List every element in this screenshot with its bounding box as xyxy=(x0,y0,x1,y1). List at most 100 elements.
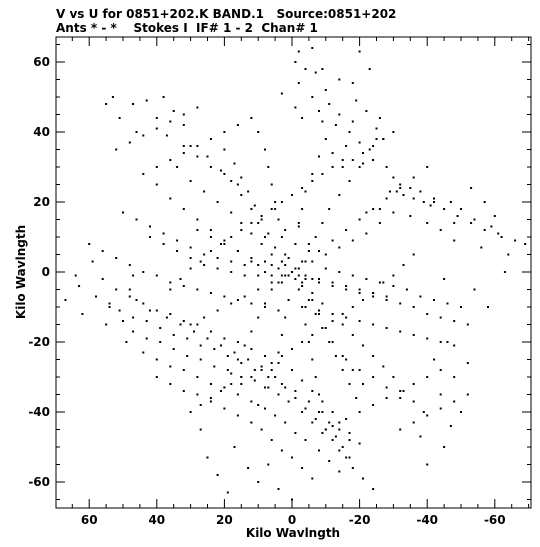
data-point xyxy=(328,103,331,105)
data-point xyxy=(314,71,317,74)
data-point xyxy=(372,323,375,326)
data-point xyxy=(186,337,189,340)
data-point xyxy=(355,99,358,102)
data-point xyxy=(419,190,422,193)
data-point xyxy=(328,460,331,462)
data-point xyxy=(321,120,324,123)
data-point xyxy=(155,274,158,277)
data-point xyxy=(280,355,283,357)
data-point xyxy=(220,344,222,347)
data-point xyxy=(351,120,354,123)
data-point xyxy=(470,222,473,224)
data-point xyxy=(351,306,354,308)
data-point xyxy=(362,299,364,301)
data-point xyxy=(362,477,364,480)
y-tick-label: 20 xyxy=(33,195,50,209)
data-point xyxy=(412,176,415,179)
data-point xyxy=(331,166,334,168)
data-point xyxy=(220,390,222,392)
data-point xyxy=(331,320,334,322)
data-point xyxy=(274,376,277,378)
data-point xyxy=(307,299,310,301)
data-point xyxy=(362,152,364,154)
data-point xyxy=(142,271,145,273)
data-point xyxy=(260,243,263,245)
data-point xyxy=(64,299,67,301)
data-point xyxy=(199,428,202,431)
data-point xyxy=(220,243,222,245)
data-point xyxy=(453,376,456,378)
data-point xyxy=(257,264,260,266)
data-point xyxy=(348,180,351,182)
data-point xyxy=(230,260,233,263)
data-point xyxy=(230,211,233,214)
data-point xyxy=(304,260,307,263)
data-point xyxy=(372,355,375,357)
data-point xyxy=(257,131,260,133)
data-point xyxy=(108,302,111,305)
data-point xyxy=(443,278,446,280)
data-point xyxy=(334,435,337,438)
tick-marks xyxy=(56,37,531,508)
data-point xyxy=(250,257,253,259)
data-point xyxy=(287,400,290,403)
data-point xyxy=(169,313,172,315)
data-point xyxy=(399,428,402,431)
data-point xyxy=(314,418,317,420)
data-point xyxy=(301,117,304,119)
data-point xyxy=(122,320,124,322)
data-point xyxy=(280,334,283,336)
data-point xyxy=(433,358,435,361)
data-point xyxy=(378,222,381,224)
data-point xyxy=(149,225,151,228)
data-point xyxy=(446,302,449,305)
x-tick-label: 60 xyxy=(81,513,98,527)
data-point xyxy=(301,187,304,189)
data-point xyxy=(203,264,206,266)
data-point xyxy=(345,456,348,459)
data-point xyxy=(125,341,128,343)
data-point xyxy=(226,355,229,357)
data-point xyxy=(473,288,476,291)
data-point xyxy=(493,215,496,217)
data-point xyxy=(358,166,361,168)
data-point xyxy=(196,288,199,291)
plot-frame xyxy=(55,36,532,509)
data-point xyxy=(375,127,378,130)
data-point xyxy=(233,162,236,165)
data-point xyxy=(324,428,327,431)
data-point xyxy=(314,236,317,238)
data-point xyxy=(155,183,158,186)
data-point xyxy=(253,204,256,207)
data-point xyxy=(338,271,341,273)
data-point xyxy=(240,383,243,385)
data-point xyxy=(378,208,381,210)
data-point xyxy=(206,456,209,459)
data-point xyxy=(196,393,199,396)
data-point xyxy=(223,148,226,151)
data-point xyxy=(318,281,320,284)
data-point xyxy=(412,383,415,385)
data-point xyxy=(449,201,452,203)
data-point xyxy=(345,229,348,231)
data-point xyxy=(159,327,162,329)
data-point xyxy=(264,355,266,357)
data-point xyxy=(362,344,364,347)
data-point xyxy=(155,376,158,378)
data-point xyxy=(270,369,273,371)
data-point xyxy=(412,334,415,336)
data-point xyxy=(297,50,300,53)
data-point xyxy=(236,414,239,417)
data-point xyxy=(203,190,206,193)
data-point xyxy=(223,295,226,298)
data-point xyxy=(351,159,354,161)
data-point xyxy=(240,362,243,364)
data-point xyxy=(439,393,442,396)
data-point xyxy=(419,295,422,298)
data-point xyxy=(284,386,287,389)
x-axis-label: Kilo Wavlngth xyxy=(246,526,340,540)
data-point xyxy=(280,260,283,263)
data-point xyxy=(385,166,388,168)
data-point xyxy=(132,330,135,333)
data-point xyxy=(399,330,402,333)
